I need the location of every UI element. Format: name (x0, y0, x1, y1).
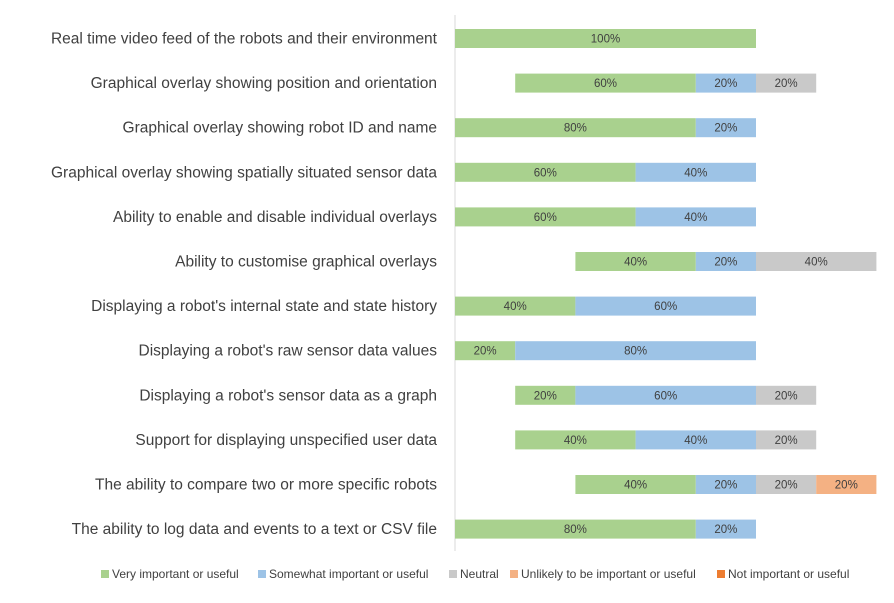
legend-swatch (717, 570, 725, 578)
bar-segment (695, 475, 756, 494)
data-label: 80% (564, 123, 587, 135)
data-label: 20% (714, 257, 737, 269)
bar-segment (575, 475, 696, 494)
bar-segment (635, 162, 756, 182)
data-label: 20% (775, 78, 798, 90)
data-label: 20% (714, 123, 737, 135)
bar-segment (756, 385, 817, 405)
category-label: Ability to enable and disable individual… (113, 209, 437, 226)
bar-segment (575, 252, 696, 271)
data-label: 40% (624, 480, 647, 492)
bar-segment (695, 252, 756, 271)
data-label: 40% (684, 212, 707, 224)
bar-segment (756, 430, 817, 450)
bar-segment (575, 296, 756, 316)
bar-segment (756, 252, 877, 271)
category-label: Graphical overlay showing position and o… (91, 75, 437, 92)
category-label: Displaying a robot's internal state and … (91, 298, 437, 315)
data-label: 20% (714, 524, 737, 536)
legend-label: Neutral (460, 567, 499, 581)
category-label: Ability to customise graphical overlays (175, 254, 437, 271)
data-label: 20% (534, 390, 557, 402)
bar-segment (515, 430, 636, 450)
legend-swatch (258, 570, 266, 578)
data-label: 20% (775, 390, 798, 402)
bar-segment (816, 475, 877, 494)
data-label: 20% (474, 346, 497, 358)
bar-segment (515, 73, 696, 93)
category-label: Real time video feed of the robots and t… (51, 31, 438, 48)
data-label: 60% (534, 212, 557, 224)
data-label: 20% (714, 78, 737, 90)
data-label: 80% (624, 346, 647, 358)
legend-label: Unlikely to be important or useful (521, 567, 696, 581)
bar-segment (515, 341, 756, 361)
data-label: 40% (684, 167, 707, 179)
bar-segment (695, 519, 756, 539)
data-label: 40% (504, 301, 527, 313)
bar-segment (515, 385, 576, 405)
data-label: 60% (594, 78, 617, 90)
data-label: 60% (654, 301, 677, 313)
data-label: 40% (624, 257, 647, 269)
data-label: 60% (654, 390, 677, 402)
legend-label: Not important or useful (728, 567, 849, 581)
data-label: 20% (714, 480, 737, 492)
legend-label: Somewhat important or useful (269, 567, 428, 581)
bar-segment (455, 29, 756, 48)
legend-swatch (101, 570, 109, 578)
legend-label: Very important or useful (112, 567, 239, 581)
bar-segment (455, 519, 696, 539)
data-label: 40% (684, 435, 707, 447)
bar-segment (455, 207, 636, 227)
data-label: 80% (564, 524, 587, 536)
data-label: 20% (775, 435, 798, 447)
bar-segment (575, 385, 756, 405)
bar-segment (756, 73, 817, 93)
legend-swatch (449, 570, 457, 578)
bar-segment (455, 341, 516, 361)
category-label: The ability to log data and events to a … (72, 521, 437, 538)
bar-segment (756, 475, 817, 494)
data-label: 60% (534, 167, 557, 179)
data-label: 20% (775, 480, 798, 492)
category-label: Displaying a robot's sensor data as a gr… (139, 387, 437, 404)
bar-segment (455, 162, 636, 182)
bar-segment (635, 430, 756, 450)
data-label: 100% (591, 34, 620, 46)
bar-segment (455, 118, 696, 138)
category-label: The ability to compare two or more speci… (95, 477, 437, 494)
bar-segment (695, 118, 756, 138)
category-label: Graphical overlay showing robot ID and n… (123, 120, 437, 137)
legend-swatch (510, 570, 518, 578)
category-label: Displaying a robot's raw sensor data val… (139, 343, 438, 360)
bar-segment (455, 296, 576, 316)
data-label: 40% (564, 435, 587, 447)
data-label: 40% (805, 257, 828, 269)
data-label: 20% (835, 480, 858, 492)
category-label: Support for displaying unspecified user … (135, 432, 437, 449)
bar-segment (695, 73, 756, 93)
category-label: Graphical overlay showing spatially situ… (51, 164, 437, 181)
bar-segment (635, 207, 756, 227)
